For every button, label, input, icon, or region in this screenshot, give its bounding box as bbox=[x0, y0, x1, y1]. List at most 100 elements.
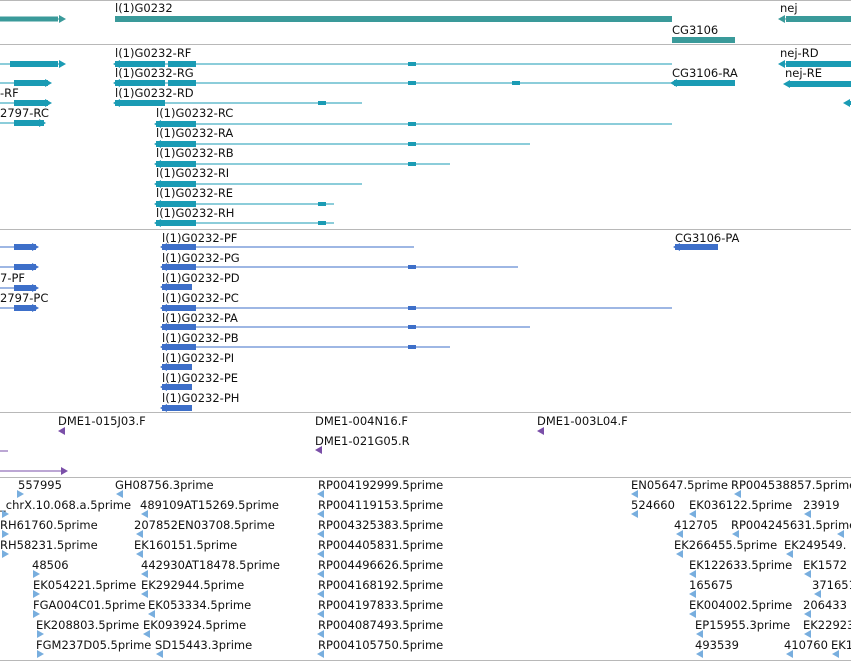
est-glyph[interactable] bbox=[674, 549, 686, 559]
est-label[interactable]: 493539 bbox=[695, 638, 739, 652]
protein-label[interactable]: l(1)G0232-PI bbox=[162, 351, 235, 365]
est-label[interactable]: _chrX.10.068.a.5prime bbox=[0, 498, 132, 512]
est-glyph[interactable] bbox=[315, 549, 327, 559]
est-label[interactable]: RP004245631.5prime bbox=[731, 518, 851, 532]
est-label[interactable]: RP004119153.5prime bbox=[318, 498, 444, 512]
transcript-label[interactable]: l(1)G0232-RH bbox=[156, 206, 235, 220]
transcript-glyph[interactable] bbox=[0, 97, 58, 109]
protein-label[interactable]: l(1)G0232-PC bbox=[162, 291, 239, 305]
protein-label[interactable]: l(1)G0232-PD bbox=[162, 271, 240, 285]
protein-glyph[interactable] bbox=[673, 241, 726, 253]
gene-label[interactable]: nej bbox=[780, 1, 798, 15]
est-glyph[interactable] bbox=[154, 649, 166, 659]
protein-label[interactable]: CG3106-PA bbox=[675, 231, 740, 245]
est-glyph[interactable] bbox=[812, 589, 824, 599]
transcript-label[interactable]: 2797-RC bbox=[0, 106, 49, 120]
est-label[interactable]: RP004325383.5prime bbox=[318, 518, 444, 532]
transcript-label[interactable]: nej-RE bbox=[785, 66, 822, 80]
gene-label[interactable]: l(1)G0232 bbox=[115, 1, 173, 15]
clone-label[interactable]: DME1-004N16.F bbox=[315, 414, 408, 428]
est-glyph[interactable] bbox=[34, 629, 46, 639]
est-label[interactable]: RP004538857.5prime bbox=[731, 478, 851, 492]
est-label[interactable]: 48506 bbox=[32, 558, 69, 572]
transcript-label[interactable]: l(1)G0232-RE bbox=[156, 186, 234, 200]
est-glyph[interactable] bbox=[134, 529, 146, 539]
est-glyph[interactable] bbox=[732, 489, 744, 499]
transcript-glyph[interactable] bbox=[0, 58, 72, 70]
transcript-glyph[interactable] bbox=[154, 118, 680, 130]
protein-glyph[interactable] bbox=[160, 261, 526, 273]
protein-glyph[interactable] bbox=[160, 381, 200, 393]
est-glyph[interactable] bbox=[674, 529, 686, 539]
transcript-glyph[interactable] bbox=[0, 77, 58, 89]
transcript-glyph[interactable] bbox=[783, 78, 851, 90]
est-label[interactable]: EK160151.5prime bbox=[134, 538, 238, 552]
est-glyph[interactable] bbox=[687, 589, 699, 599]
transcript-label[interactable]: l(1)G0232-RG bbox=[115, 66, 194, 80]
clone-glyph[interactable] bbox=[0, 465, 74, 477]
transcript-label[interactable]: -RF bbox=[0, 86, 19, 100]
est-glyph[interactable] bbox=[830, 649, 842, 659]
est-label[interactable]: 442930AT18478.5prime bbox=[141, 558, 280, 572]
protein-label[interactable]: l(1)G0232-PF bbox=[162, 231, 238, 245]
est-label[interactable]: EK208803.5prime bbox=[36, 618, 140, 632]
est-label[interactable]: EK22923 bbox=[803, 618, 851, 632]
protein-label[interactable]: l(1)G0232-PE bbox=[162, 371, 239, 385]
transcript-glyph[interactable] bbox=[113, 97, 370, 109]
est-label[interactable]: 412705 bbox=[674, 518, 718, 532]
transcript-label[interactable]: l(1)G0232-RI bbox=[156, 166, 230, 180]
est-glyph[interactable] bbox=[687, 569, 699, 579]
gene-glyph[interactable] bbox=[115, 13, 680, 25]
est-label[interactable]: SD15443.3prime bbox=[155, 638, 253, 652]
est-label[interactable]: 371651 bbox=[812, 578, 851, 592]
transcript-glyph[interactable] bbox=[0, 117, 52, 129]
est-glyph[interactable] bbox=[30, 609, 42, 619]
transcript-glyph[interactable] bbox=[154, 178, 370, 190]
est-glyph[interactable] bbox=[315, 589, 327, 599]
clone-label[interactable]: DME1-003L04.F bbox=[537, 414, 628, 428]
protein-glyph[interactable] bbox=[160, 361, 200, 373]
est-label[interactable]: EK292944.5prime bbox=[141, 578, 245, 592]
protein-glyph[interactable] bbox=[160, 241, 422, 253]
est-glyph[interactable] bbox=[835, 529, 847, 539]
est-glyph[interactable] bbox=[141, 629, 153, 639]
est-glyph[interactable] bbox=[687, 609, 699, 619]
clone-glyph[interactable] bbox=[56, 426, 68, 436]
est-label[interactable]: EK122633.5prime bbox=[689, 558, 793, 572]
est-glyph[interactable] bbox=[34, 649, 46, 659]
est-glyph[interactable] bbox=[134, 549, 146, 559]
protein-glyph[interactable] bbox=[0, 302, 45, 314]
gene-glyph[interactable] bbox=[0, 13, 72, 25]
protein-glyph[interactable] bbox=[0, 241, 45, 253]
est-label[interactable]: EK053334.5prime bbox=[148, 598, 252, 612]
transcript-label[interactable]: l(1)G0232-RC bbox=[156, 106, 234, 120]
est-label[interactable]: 207852EN03708.5prime bbox=[134, 518, 275, 532]
est-label[interactable]: EP15955.3prime bbox=[695, 618, 791, 632]
est-glyph[interactable] bbox=[694, 629, 706, 639]
est-glyph[interactable] bbox=[784, 649, 796, 659]
est-glyph[interactable] bbox=[139, 589, 151, 599]
est-label[interactable]: EK1572 bbox=[803, 558, 848, 572]
est-glyph[interactable] bbox=[687, 509, 699, 519]
est-glyph[interactable] bbox=[629, 509, 641, 519]
protein-label[interactable]: l(1)G0232-PG bbox=[162, 251, 240, 265]
protein-label[interactable]: l(1)G0232-PH bbox=[162, 391, 240, 405]
est-glyph[interactable] bbox=[30, 569, 42, 579]
transcript-label[interactable]: l(1)G0232-RD bbox=[115, 86, 194, 100]
est-glyph[interactable] bbox=[315, 609, 327, 619]
est-label[interactable]: RP004496626.5prime bbox=[318, 558, 444, 572]
clone-glyph[interactable] bbox=[313, 445, 325, 455]
est-label[interactable]: 410760 bbox=[784, 638, 828, 652]
protein-label[interactable]: l(1)G0232-PA bbox=[162, 311, 238, 325]
est-glyph[interactable] bbox=[139, 509, 151, 519]
transcript-glyph[interactable] bbox=[778, 58, 851, 70]
protein-glyph[interactable] bbox=[160, 281, 200, 293]
est-glyph[interactable] bbox=[146, 609, 158, 619]
transcript-label[interactable]: l(1)G0232-RB bbox=[156, 146, 234, 160]
protein-glyph[interactable] bbox=[160, 302, 680, 314]
gene-label[interactable]: CG3106 bbox=[672, 23, 719, 37]
est-glyph[interactable] bbox=[802, 509, 814, 519]
transcript-glyph[interactable] bbox=[113, 77, 680, 89]
clone-glyph[interactable] bbox=[0, 445, 16, 457]
protein-label[interactable]: 7-PF bbox=[0, 271, 26, 285]
